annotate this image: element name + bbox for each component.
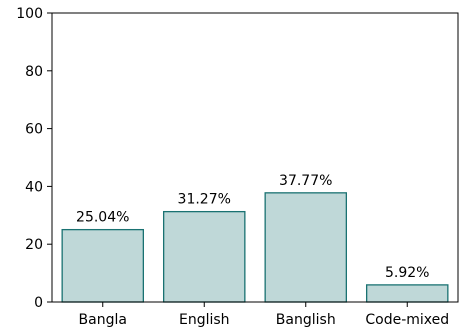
x-tick-label: Code-mixed — [365, 312, 449, 328]
y-tick-label: 100 — [16, 6, 43, 22]
axes-group — [47, 12, 459, 307]
bar-value-label: 31.27% — [178, 192, 231, 208]
bars-group — [61, 192, 449, 303]
bar-english — [162, 210, 246, 303]
y-tick-label: 80 — [25, 64, 43, 80]
axes-frame — [51, 12, 459, 303]
x-tick-label: Banglish — [276, 312, 336, 328]
labels-group: 25.04% Bangla 31.27% English 37.77% Banglish 5… — [16, 6, 449, 328]
y-tick-label: 60 — [25, 122, 43, 138]
bar-banglish — [264, 192, 347, 303]
y-tick-label: 40 — [25, 179, 43, 195]
bar-value-label: 25.04% — [76, 210, 129, 226]
bar-code-mixed — [365, 284, 449, 303]
x-tick-label: Bangla — [79, 312, 127, 328]
y-tick-label: 0 — [34, 295, 43, 311]
y-tick-label: 20 — [25, 237, 43, 253]
bar-value-label: 5.92% — [385, 265, 429, 281]
bar-bangla — [61, 228, 144, 303]
bar-value-label: 37.77% — [279, 173, 332, 189]
x-tick-label: English — [179, 312, 230, 328]
